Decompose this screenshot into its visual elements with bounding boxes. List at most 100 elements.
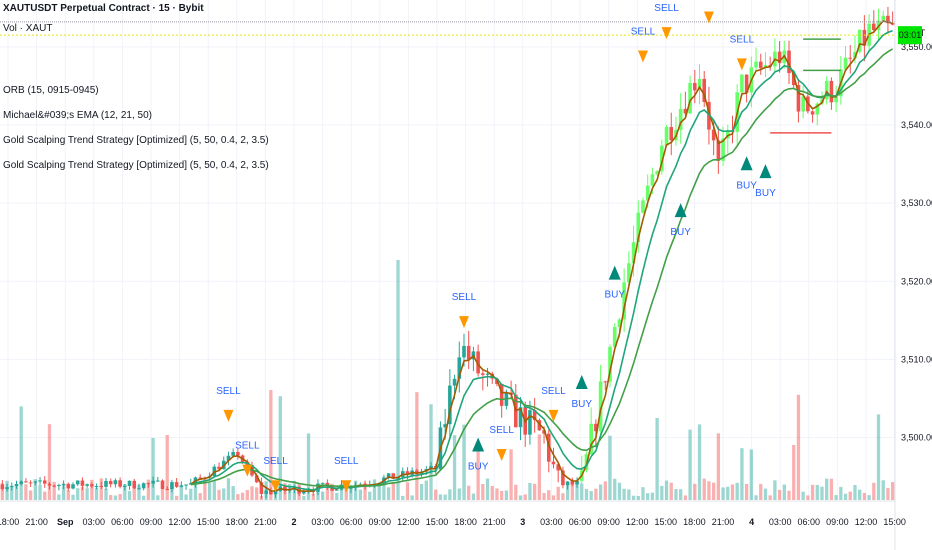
- candle-body[interactable]: [655, 171, 659, 175]
- candle-body[interactable]: [33, 481, 38, 483]
- candle-body[interactable]: [688, 82, 692, 114]
- indicator-orb[interactable]: ORB (15, 0915-0945): [3, 85, 99, 96]
- candle-body[interactable]: [5, 487, 9, 490]
- candle-body[interactable]: [123, 485, 127, 487]
- candle-body[interactable]: [335, 489, 339, 491]
- candle-body[interactable]: [325, 482, 330, 486]
- candle-body[interactable]: [556, 464, 560, 471]
- candle-body[interactable]: [19, 481, 23, 484]
- candle-body[interactable]: [132, 480, 137, 489]
- candle-body[interactable]: [85, 484, 89, 486]
- candle-body[interactable]: [113, 480, 118, 485]
- candle-body[interactable]: [14, 483, 19, 486]
- candle-body[interactable]: [57, 485, 61, 487]
- candle-body[interactable]: [9, 485, 14, 488]
- candle-body[interactable]: [664, 127, 669, 146]
- candle-body[interactable]: [42, 480, 47, 484]
- candle-body[interactable]: [886, 15, 890, 24]
- candle-body[interactable]: [273, 491, 278, 495]
- candle-body[interactable]: [608, 346, 612, 382]
- candle-body[interactable]: [518, 407, 523, 428]
- candle-body[interactable]: [754, 61, 758, 68]
- candle-body[interactable]: [528, 410, 532, 435]
- candle-body[interactable]: [80, 480, 85, 486]
- candle-body[interactable]: [217, 466, 221, 470]
- candle-body[interactable]: [810, 111, 815, 115]
- candle-body[interactable]: [283, 486, 287, 491]
- candle-body[interactable]: [108, 480, 113, 485]
- candle-body[interactable]: [264, 490, 268, 494]
- candle-body[interactable]: [415, 470, 419, 474]
- candle-body[interactable]: [570, 481, 575, 485]
- indicator-gold-strategy-2[interactable]: Gold Scalping Trend Strategy [Optimized]…: [3, 160, 269, 171]
- candle-body[interactable]: [269, 490, 273, 495]
- candle-body[interactable]: [834, 96, 838, 103]
- candle-body[interactable]: [693, 82, 697, 91]
- candle-body[interactable]: [801, 96, 805, 112]
- candle-body[interactable]: [466, 345, 471, 360]
- candle-body[interactable]: [391, 473, 396, 479]
- candle-body[interactable]: [740, 74, 744, 93]
- candle-body[interactable]: [707, 101, 711, 130]
- candle-body[interactable]: [612, 327, 617, 347]
- candle-body[interactable]: [758, 61, 763, 69]
- candle-body[interactable]: [499, 383, 504, 406]
- candle-body[interactable]: [725, 130, 730, 139]
- candle-body[interactable]: [254, 475, 259, 483]
- candle-body[interactable]: [94, 485, 99, 487]
- candle-body[interactable]: [66, 483, 71, 489]
- candle-body[interactable]: [627, 263, 631, 283]
- candle-body[interactable]: [405, 471, 410, 475]
- candle-body[interactable]: [603, 381, 608, 383]
- candle-body[interactable]: [457, 357, 462, 379]
- candle-body[interactable]: [386, 473, 391, 478]
- candle-body[interactable]: [118, 480, 122, 487]
- candle-body[interactable]: [146, 483, 151, 485]
- candle-body[interactable]: [38, 480, 42, 482]
- candle-body[interactable]: [546, 433, 551, 462]
- candle-body[interactable]: [631, 242, 636, 264]
- candle-body[interactable]: [448, 385, 452, 425]
- candle-body[interactable]: [711, 129, 716, 141]
- candle-body[interactable]: [198, 477, 202, 479]
- candle-body[interactable]: [28, 482, 33, 484]
- candle-body[interactable]: [636, 212, 641, 243]
- candle-body[interactable]: [787, 50, 791, 74]
- candle-body[interactable]: [744, 74, 749, 93]
- candle-body[interactable]: [565, 481, 570, 486]
- candle-body[interactable]: [141, 483, 146, 489]
- candle-body[interactable]: [617, 319, 622, 328]
- candle-body[interactable]: [160, 480, 165, 489]
- candle-body[interactable]: [881, 15, 886, 21]
- indicator-gold-strategy-1[interactable]: Gold Scalping Trend Strategy [Optimized]…: [3, 135, 269, 146]
- indicator-volume[interactable]: Vol · XAUT: [3, 23, 53, 34]
- candle-body[interactable]: [61, 483, 66, 486]
- candle-body[interactable]: [598, 381, 603, 432]
- candle-body[interactable]: [561, 470, 565, 486]
- candle-body[interactable]: [452, 378, 457, 386]
- candle-body[interactable]: [843, 57, 848, 70]
- candle-body[interactable]: [622, 282, 626, 320]
- candle-body[interactable]: [721, 138, 725, 161]
- candle-body[interactable]: [542, 430, 546, 434]
- candle-body[interactable]: [697, 78, 702, 91]
- candle-body[interactable]: [594, 423, 598, 432]
- candle-body[interactable]: [302, 491, 306, 494]
- indicator-ema[interactable]: Michael&#039;s EMA (12, 21, 50): [3, 110, 152, 121]
- candle-body[interactable]: [151, 480, 155, 484]
- candle-body[interactable]: [791, 73, 796, 86]
- candle-body[interactable]: [226, 455, 231, 461]
- candle-body[interactable]: [0, 484, 5, 490]
- candle-body[interactable]: [829, 80, 834, 103]
- candle-body[interactable]: [71, 484, 75, 489]
- candle-body[interactable]: [777, 51, 782, 64]
- candle-body[interactable]: [236, 451, 240, 456]
- candle-body[interactable]: [99, 485, 104, 487]
- candle-body[interactable]: [165, 488, 170, 490]
- candle-body[interactable]: [645, 185, 650, 201]
- candle-body[interactable]: [857, 29, 862, 52]
- candle-body[interactable]: [485, 373, 490, 375]
- candle-body[interactable]: [862, 29, 867, 46]
- candle-body[interactable]: [848, 57, 853, 59]
